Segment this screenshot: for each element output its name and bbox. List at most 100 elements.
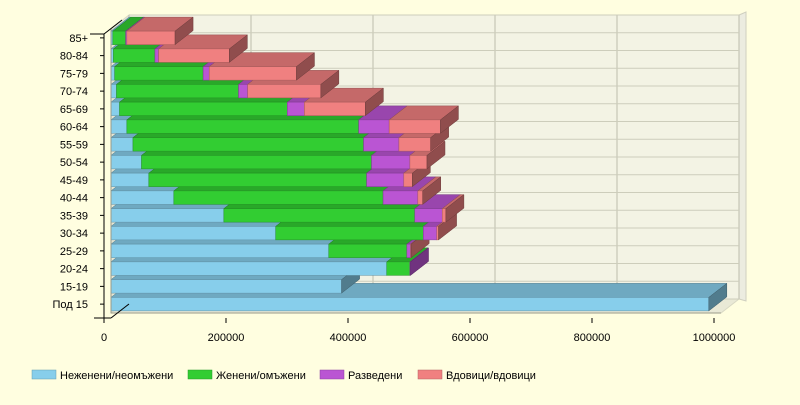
- bar-85+-Женени/омъжени: [112, 30, 126, 45]
- bar-45-49-Разведени: [366, 172, 405, 187]
- y-tick-label-0: Под 15: [53, 299, 89, 311]
- bar-65-69-Вдовици/вдовици: [304, 101, 366, 116]
- bar-end-20-24: [410, 247, 429, 276]
- bar-30-34-Вдовици/вдовици: [436, 226, 439, 241]
- y-tick-label-3: 25-29: [60, 246, 88, 258]
- legend-swatch-1: [187, 369, 213, 380]
- bar-20-24-Женени/омъжени: [386, 261, 411, 276]
- bar-end-80-84: [229, 34, 248, 63]
- y-tick-label-9: 55-59: [60, 139, 88, 151]
- legend-label-0: Неженени/неомъжени: [60, 370, 173, 382]
- x-axis-baseline-depth: [110, 303, 130, 319]
- bar-end-40-44: [422, 176, 441, 205]
- chart-legend: Неженени/неомъжени Женени/омъжени Разведен…: [31, 369, 536, 382]
- legend-swatch-0: [31, 369, 57, 380]
- bar-45-49-Неженени/неомъжени: [110, 172, 150, 187]
- y-tick-label-1: 15-19: [60, 281, 88, 293]
- bar-40-44-Неженени/неомъжени: [110, 190, 175, 205]
- legend-label-2: Разведени: [348, 370, 402, 382]
- bar-15-19-Неженени/неомъжени: [110, 279, 342, 294]
- bar-25-29-Разведени: [406, 243, 411, 258]
- bar-65-69-Женени/омъжени: [119, 101, 288, 116]
- bar-80-84-Женени/омъжени: [113, 48, 156, 63]
- bar-45-49-Женени/омъжени: [148, 172, 367, 187]
- bar-70-74-Разведени: [238, 84, 248, 99]
- x-tick-label-1: 200000: [208, 332, 245, 344]
- bar-60-64-Женени/омъжени: [126, 119, 359, 134]
- bar-30-34-Женени/омъжени: [275, 226, 424, 241]
- y-tick-label-13: 75-79: [60, 68, 88, 80]
- bar-25-29-Женени/омъжени: [328, 243, 408, 258]
- bar-35-39-Разведени: [414, 208, 443, 223]
- bar-35-39-Женени/омъжени: [223, 208, 416, 223]
- legend-swatch-2: [319, 369, 345, 380]
- bar-35-39-Вдовици/вдовици: [441, 208, 447, 223]
- bar-45-49-Вдовици/вдовици: [403, 172, 413, 187]
- bar-30-34-Неженени/неомъжени: [110, 226, 276, 241]
- bar-70-74-Женени/омъжени: [116, 84, 239, 99]
- y-axis-top-depth: [103, 19, 123, 35]
- x-tick-label-0: 0: [101, 332, 107, 344]
- bar-40-44-Женени/омъжени: [173, 190, 384, 205]
- bar-Под 15-Неженени/неомъжени: [110, 297, 710, 312]
- x-tick-label-4: 800000: [574, 332, 611, 344]
- y-tick-label-15: 85+: [69, 33, 88, 45]
- bar-end-85+: [174, 16, 194, 46]
- bar-50-54-Женени/омъжени: [141, 155, 372, 170]
- y-tick-label-6: 40-44: [60, 193, 88, 205]
- right-wall-edge: [738, 11, 747, 302]
- bar-55-59-Женени/омъжени: [132, 137, 364, 152]
- bar-20-24-Неженени/неомъжени: [110, 261, 387, 276]
- bar-50-54-Вдовици/вдовици: [409, 155, 428, 170]
- bar-end-70-74: [320, 69, 340, 99]
- bar-40-44-Вдовици/вдовици: [417, 190, 423, 205]
- bar-80-84-Разведени: [154, 48, 159, 63]
- bar-65-69-Разведени: [287, 101, 305, 116]
- x-tick-label-5: 1000000: [693, 332, 736, 344]
- y-tick-label-11: 65-69: [60, 104, 88, 116]
- chart-axes: Под 15 15-19 20-24 25-29 30-34 35-39 40-44 45-4…: [53, 19, 736, 344]
- legend-label-3: Вдовици/вдовици: [446, 370, 536, 382]
- bar-50-54-Разведени: [371, 155, 411, 170]
- y-tick-label-8: 50-54: [60, 157, 88, 169]
- y-tick-label-14: 80-84: [60, 51, 88, 63]
- bar-75-79-Разведени: [202, 66, 210, 81]
- bar-40-44-Разведени: [382, 190, 419, 205]
- y-tick-label-2: 20-24: [60, 264, 88, 276]
- legend-swatch-3: [417, 369, 443, 380]
- bar-end-Под 15: [708, 282, 728, 312]
- bar-80-84-Вдовици/вдовици: [158, 48, 230, 63]
- bar-55-59-Вдовици/вдовици: [398, 137, 431, 152]
- bar-60-64-Неженени/неомъжени: [110, 119, 128, 134]
- bar-65-69-Неженени/неомъжени: [110, 101, 120, 116]
- bar-end-65-69: [365, 87, 384, 117]
- bar-35-39-Неженени/неомъжени: [110, 208, 225, 223]
- bar-60-64-Разведени: [358, 119, 390, 134]
- legend-label-1: Женени/омъжени: [216, 370, 306, 382]
- bar-75-79-Неженени/неомъжени: [110, 66, 115, 81]
- bar-85+-Вдовици/вдовици: [126, 30, 176, 45]
- bar-50-54-Неженени/неомъжени: [110, 155, 142, 170]
- y-tick-label-12: 70-74: [60, 86, 88, 98]
- y-tick-label-4: 30-34: [60, 228, 88, 240]
- bar-30-34-Разведени: [423, 226, 437, 241]
- bar-55-59-Разведени: [363, 137, 400, 152]
- x-tick-label-2: 400000: [330, 332, 367, 344]
- bar-70-74-Вдовици/вдовици: [247, 84, 322, 99]
- bar-70-74-Неженени/неомъжени: [110, 84, 117, 99]
- bar-75-79-Женени/омъжени: [114, 66, 204, 81]
- bar-25-29-Неженени/неомъжени: [110, 243, 330, 258]
- bar-end-50-54: [426, 140, 446, 170]
- bar-55-59-Неженени/неомъжени: [110, 137, 134, 152]
- y-tick-label-10: 60-64: [60, 122, 88, 134]
- y-tick-label-5: 35-39: [60, 210, 88, 222]
- bar-end-75-79: [296, 52, 315, 81]
- bar-75-79-Вдовици/вдовици: [208, 66, 297, 81]
- y-tick-label-7: 45-49: [60, 175, 88, 187]
- bar-end-35-39: [445, 194, 465, 223]
- bar-60-64-Вдовици/вдовици: [388, 119, 441, 134]
- x-tick-label-3: 600000: [452, 332, 489, 344]
- bar-end-60-64: [440, 105, 459, 134]
